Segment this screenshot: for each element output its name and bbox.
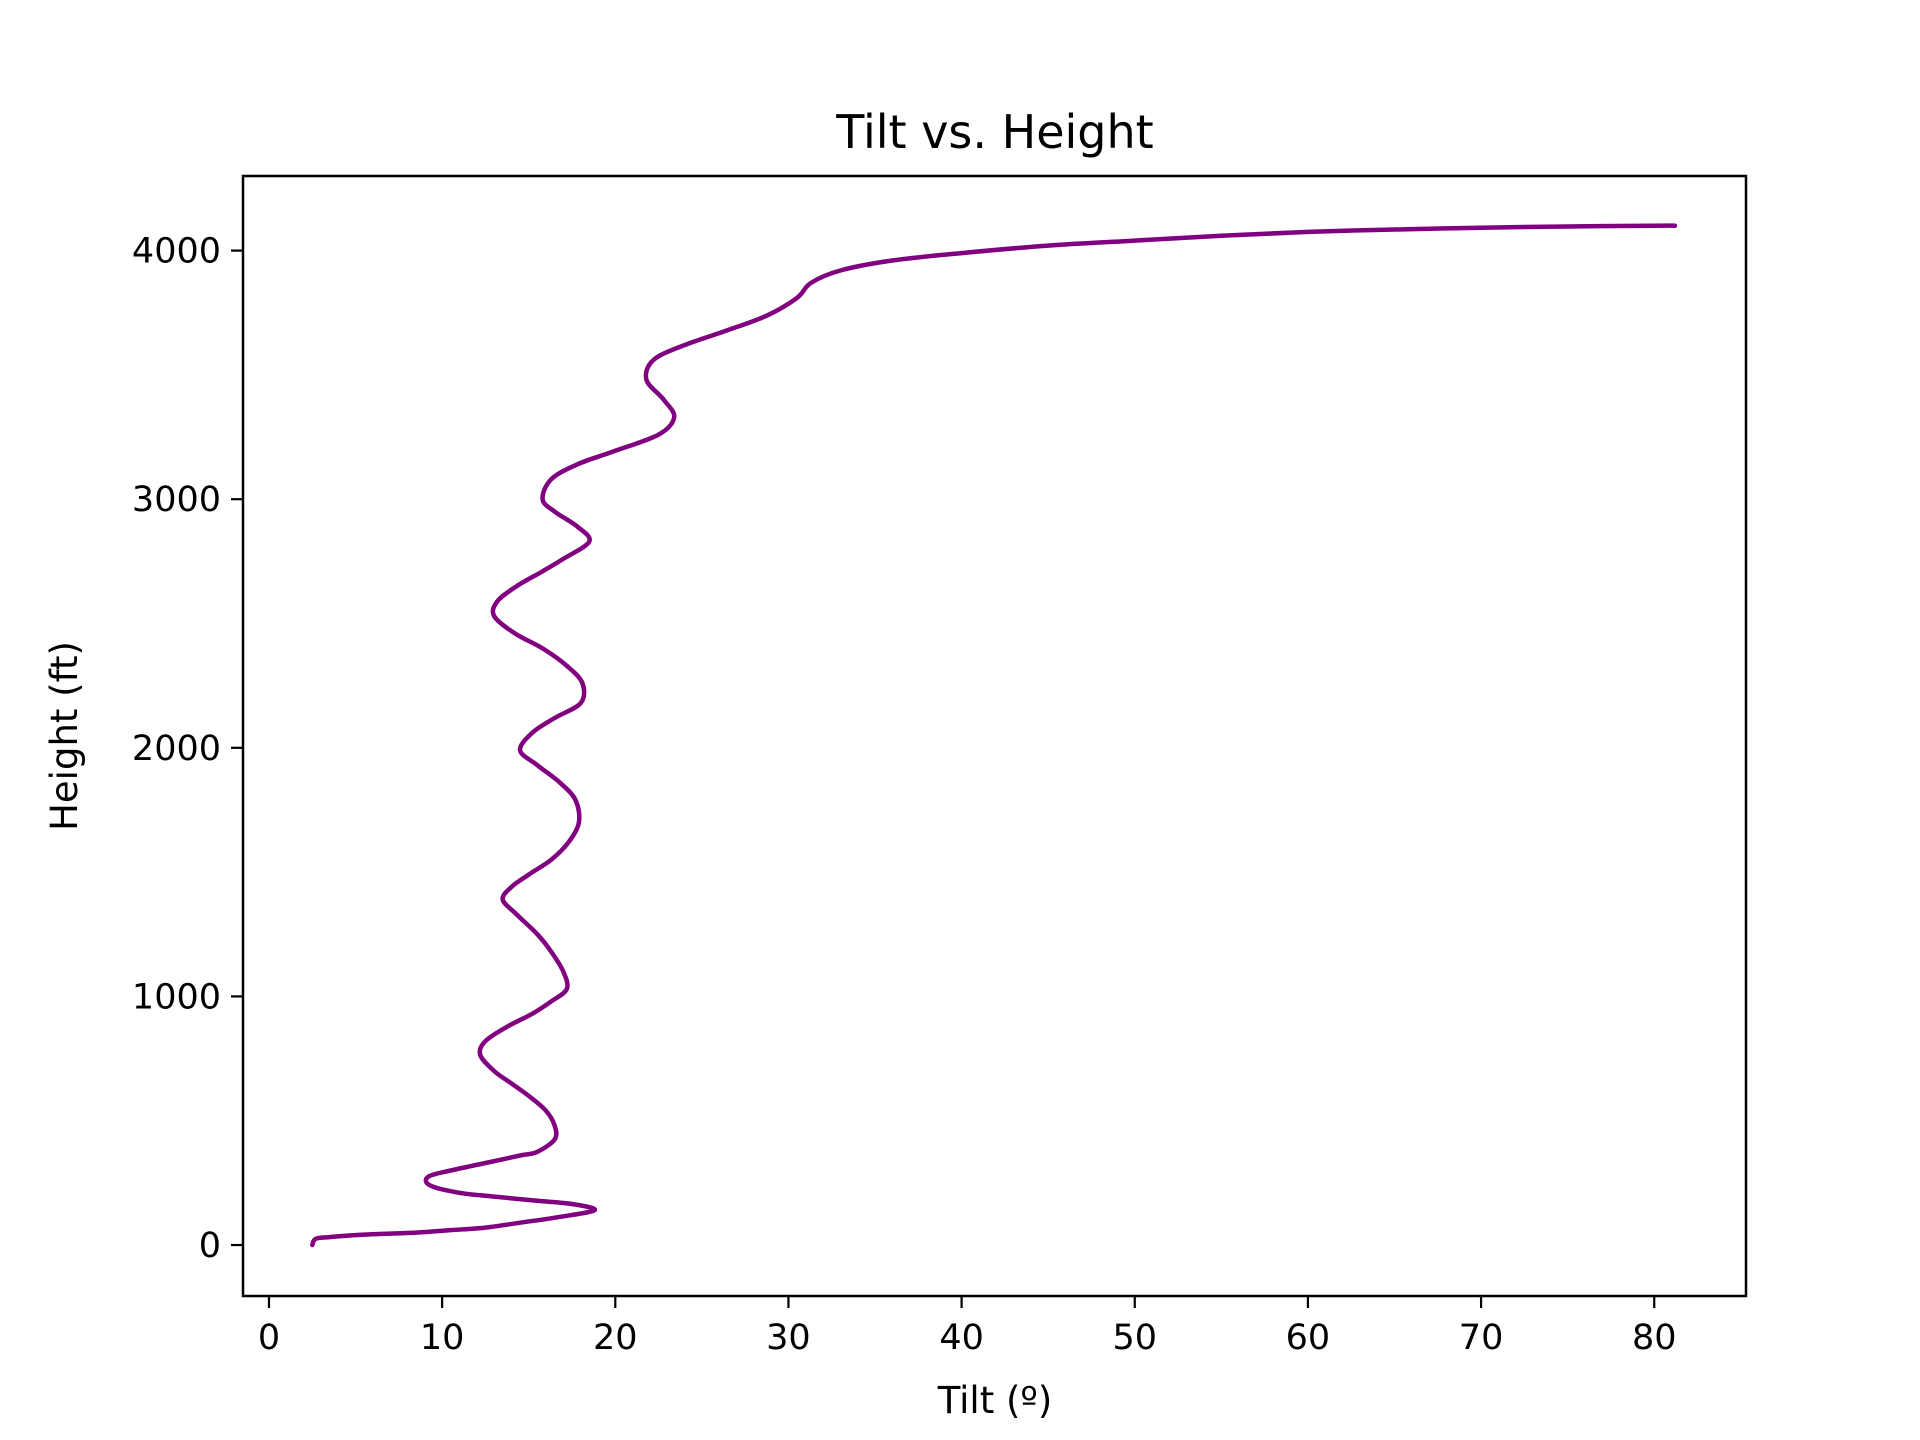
y-tick-label: 0 [199, 1226, 221, 1266]
plot-frame [241, 174, 1748, 1298]
x-tick-label: 30 [766, 1318, 811, 1358]
plot-area [310, 223, 1678, 1248]
series-line [310, 223, 1678, 1248]
x-tick-label: 10 [420, 1318, 465, 1358]
x-tick-label: 60 [1286, 1318, 1331, 1358]
y-tick-label: 1000 [132, 977, 221, 1017]
x-tick-label: 50 [1112, 1318, 1157, 1358]
x-tick-label: 20 [593, 1318, 638, 1358]
chart-title: Tilt vs. Height [835, 105, 1153, 159]
y-tick-label: 2000 [132, 729, 221, 769]
x-tick-label: 40 [939, 1318, 984, 1358]
y-tick-label: 4000 [132, 232, 221, 272]
x-axis-label: Tilt (º) [937, 1379, 1053, 1422]
x-tick-label: 80 [1632, 1318, 1677, 1358]
y-axis: 0 1000 2000 3000 4000 [132, 232, 243, 1266]
y-tick-label: 3000 [132, 480, 221, 520]
x-axis: 0 10 20 30 40 50 60 70 80 [258, 1296, 1677, 1358]
x-tick-label: 70 [1459, 1318, 1504, 1358]
x-tick-label: 0 [258, 1318, 280, 1358]
y-axis-label: Height (ft) [43, 641, 86, 831]
